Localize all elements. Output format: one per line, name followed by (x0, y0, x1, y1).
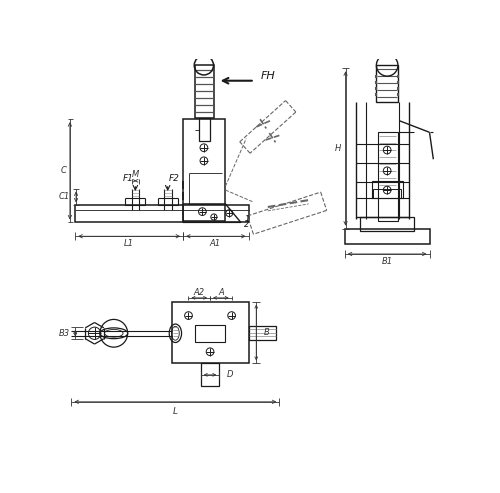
Bar (374, 188, 401, 198)
Bar (194, 325, 226, 342)
Text: A: A (218, 288, 224, 297)
Text: A1: A1 (210, 240, 221, 248)
Bar (360, 217, 414, 231)
Text: F2: F2 (168, 174, 179, 183)
Text: 2: 2 (244, 220, 250, 229)
Bar (198, 118, 210, 141)
Bar (172, 302, 248, 363)
Bar (201, 363, 220, 387)
Text: H: H (334, 144, 341, 153)
Text: D: D (227, 370, 234, 379)
Text: FH: FH (260, 71, 275, 81)
Text: L1: L1 (124, 240, 134, 248)
Text: B1: B1 (382, 257, 392, 266)
Bar (345, 229, 430, 244)
Bar (378, 132, 398, 221)
Text: L: L (173, 407, 178, 416)
Text: B: B (264, 328, 270, 337)
Text: C1: C1 (58, 192, 70, 202)
Bar (372, 181, 402, 198)
Bar (194, 65, 214, 118)
Bar (76, 206, 248, 222)
Bar (183, 119, 226, 221)
Bar (248, 326, 276, 340)
Text: A2: A2 (194, 288, 205, 297)
Bar (376, 65, 398, 102)
Text: 1: 1 (244, 215, 250, 224)
Text: C: C (60, 166, 66, 176)
Text: B3: B3 (59, 329, 70, 338)
Text: F1: F1 (123, 174, 134, 183)
Text: M: M (132, 170, 139, 179)
